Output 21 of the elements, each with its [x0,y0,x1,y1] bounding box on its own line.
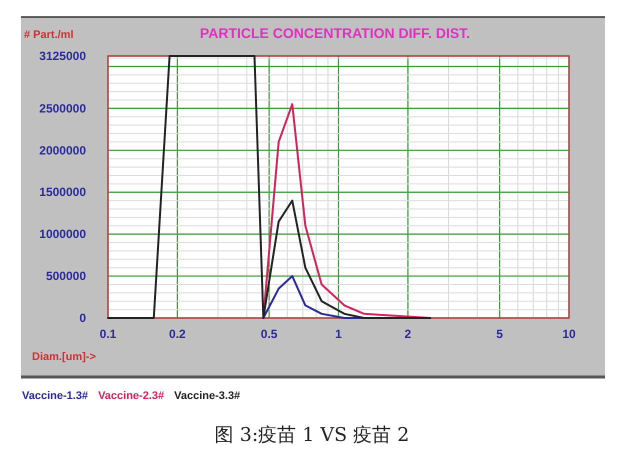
y-tick-label: 2000000 [39,143,86,158]
text: Vaccine-2.3# [98,390,164,402]
x-tick-label: 0.1 [100,327,117,341]
y-axis-title: # Part./ml [24,29,74,41]
y-tick-label: 0 [79,311,86,325]
y-tick-label: 2500000 [39,101,86,116]
text: Vaccine-1.3# [22,390,88,402]
x-tick-label: 1 [335,327,342,341]
x-tick-label: 0.2 [169,327,186,341]
y-tick-label: 1500000 [39,185,86,200]
caption: 图 3:疫苗 1 VS 疫苗 2 [214,424,410,446]
x-tick-label: 2 [404,327,412,341]
y-tick-label: 1000000 [39,227,86,242]
chart-title: PARTICLE CONCENTRATION DIFF. DIST. [200,25,470,41]
x-tick-label: 10 [562,327,576,341]
x-axis-title: Diam.[um]-> [32,351,96,363]
x-tick-label: 0.5 [260,327,278,341]
x-tick-label: 5 [496,327,504,341]
y-tick-label: 3125000 [39,49,86,63]
y-tick-label: 500000 [46,269,86,284]
text: Vaccine-3.3# [174,390,240,402]
